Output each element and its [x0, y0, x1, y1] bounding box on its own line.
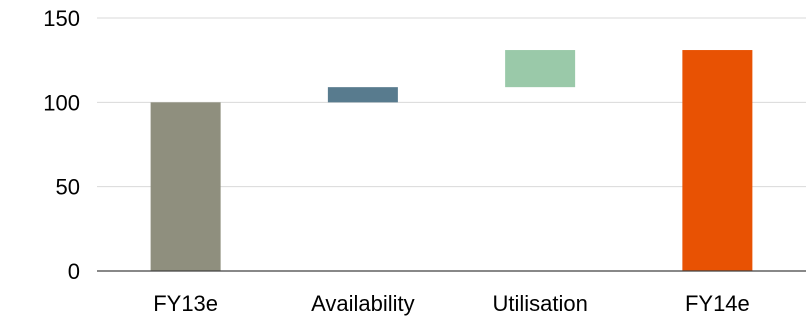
x-axis-labels: FY13e Availability Utilisation FY14e [153, 291, 750, 316]
x-category-label: FY13e [153, 291, 218, 316]
bar-fy13e [150, 102, 221, 271]
y-tick-label: 0 [68, 259, 80, 284]
y-tick-label: 150 [43, 6, 80, 31]
bar-availability [327, 87, 398, 103]
x-category-label: FY14e [685, 291, 750, 316]
y-tick-label: 100 [43, 90, 80, 115]
bar-fy14e [682, 50, 753, 272]
y-tick-label: 50 [56, 175, 80, 200]
x-category-label: Availability [311, 291, 415, 316]
bars [150, 50, 753, 272]
bar-utilisation [505, 50, 576, 88]
x-category-label: Utilisation [492, 291, 587, 316]
y-axis-ticks: 0 50 100 150 [43, 6, 80, 284]
